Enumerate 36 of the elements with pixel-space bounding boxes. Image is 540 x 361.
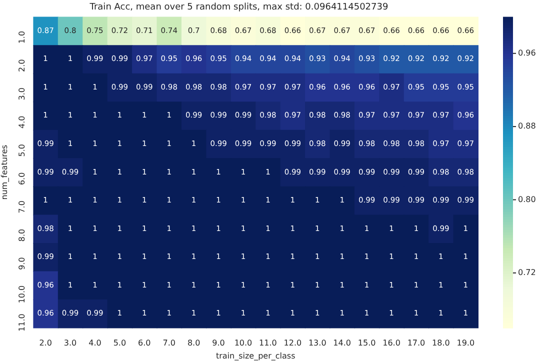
y-tick-label: 11.0: [17, 314, 26, 332]
y-tick-label: 3.0: [17, 87, 26, 100]
x-tick-label: 13.0: [308, 338, 326, 348]
y-tick-label: 5.0: [17, 144, 26, 157]
y-axis-title: num_features: [0, 144, 9, 200]
x-tick-label: 12.0: [284, 338, 302, 348]
x-tick-label: 2.0: [39, 338, 52, 348]
x-tick-label: 5.0: [113, 338, 126, 348]
x-tick-label: 4.0: [88, 338, 102, 348]
y-tick-label: 2.0: [17, 59, 26, 72]
x-tick-label: 8.0: [187, 338, 200, 348]
x-tick-label: 19.0: [456, 338, 475, 348]
x-tick-label: 18.0: [432, 338, 450, 348]
y-tick-label: 8.0: [17, 228, 26, 242]
color-bar-label: 0.96: [518, 48, 536, 58]
x-tick-label: 10.0: [234, 338, 252, 348]
y-tick-label: 1.0: [17, 30, 26, 44]
y-tick-label: 7.0: [17, 200, 26, 214]
color-bar-label: 0.72: [518, 268, 536, 277]
x-tick-label: 17.0: [407, 338, 426, 348]
y-tick-label: 4.0: [17, 116, 26, 128]
x-axis-title: train_size_per_class: [216, 351, 296, 360]
color-bar-label: 0.88: [518, 122, 536, 131]
x-tick-label: 15.0: [358, 338, 376, 348]
y-tick-label: 6.0: [17, 172, 26, 186]
x-tick-label: 14.0: [333, 338, 351, 348]
y-tick-label: 9.0: [17, 257, 26, 270]
x-tick-label: 3.0: [64, 338, 77, 348]
x-tick-label: 7.0: [162, 338, 176, 348]
x-tick-label: 6.0: [138, 338, 151, 348]
x-tick-label: 11.0: [259, 338, 277, 348]
color-bar-label: 0.80: [518, 194, 536, 204]
x-tick-label: 9.0: [212, 338, 225, 348]
y-tick-label: 10.0: [17, 285, 26, 304]
chart-title: Train Acc, mean over 5 random splits, max std: 0.0964114502739: [88, 2, 388, 13]
x-tick-label: 16.0: [382, 338, 400, 348]
